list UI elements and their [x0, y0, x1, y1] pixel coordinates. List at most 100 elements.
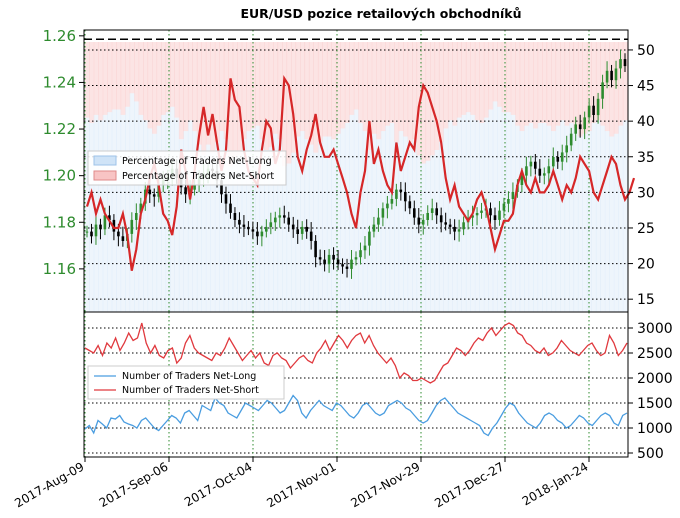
x-tick-label: 2018-Jan-24 — [520, 459, 591, 508]
net-long-fill-column — [187, 120, 193, 312]
net-long-fill-column — [582, 133, 588, 312]
candle-body — [265, 226, 268, 232]
net-short-fill-column — [618, 42, 624, 126]
candle-body — [543, 173, 546, 176]
candle-body — [502, 203, 506, 211]
net-long-fill-column — [326, 136, 332, 312]
candle-body — [242, 224, 246, 227]
net-short-fill-column — [295, 42, 301, 137]
net-short-fill-column — [349, 42, 355, 115]
lower-legend-box — [87, 365, 285, 400]
candle-body — [498, 210, 501, 220]
net-short-fill-column — [371, 42, 377, 134]
candle-body — [350, 259, 353, 269]
net-long-fill-column — [340, 128, 346, 312]
net-short-fill-column — [555, 42, 561, 126]
net-short-fill-column — [421, 42, 427, 164]
net-short-fill-column — [573, 42, 579, 129]
legend-net-short-pct-label: Percentage of Traders Net-Short — [122, 171, 274, 182]
candle-body — [372, 224, 376, 232]
right-axis-ticks-lower: 500 1000 1500 2000 2500 3000 — [628, 321, 673, 462]
net-long-fill-column — [618, 125, 624, 312]
candle-body — [99, 224, 102, 230]
net-long-fill-column — [533, 128, 539, 312]
net-long-fill-column — [183, 131, 189, 312]
candle-body — [395, 189, 398, 199]
lower-plot-frame — [83, 311, 629, 458]
net-long-fill-column — [600, 125, 606, 312]
candle-body — [596, 98, 600, 116]
net-short-fill-column — [416, 42, 422, 156]
candle-body — [193, 185, 196, 190]
net-long-fill-column — [192, 131, 198, 312]
net-short-fill-column — [403, 42, 409, 137]
x-axis-ticks: 2017-Aug-09 2017-Sep-06 2017-Oct-04 2017-No… — [12, 457, 591, 510]
candle-body — [327, 254, 331, 265]
candle-body — [117, 231, 120, 237]
net-long-fill-column — [528, 123, 534, 312]
net-long-fill-column — [116, 109, 122, 312]
net-long-fill-column — [586, 131, 592, 312]
net-short-fill-column — [394, 42, 400, 142]
candle-body — [507, 199, 510, 204]
net-long-fill-column — [560, 120, 566, 312]
net-long-fill-column — [196, 144, 202, 312]
candle-body — [363, 245, 367, 251]
candle-body — [130, 219, 134, 234]
net-long-fill-column — [169, 106, 175, 312]
net-short-fill-column — [577, 42, 583, 137]
net-short-fill-column — [331, 42, 337, 140]
right-tick-label: 2500 — [637, 346, 673, 362]
candle-body — [623, 59, 627, 67]
net-short-fill-column — [111, 42, 117, 110]
x-tick-label: 2017-Dec-27 — [432, 459, 506, 510]
net-long-fill-column — [604, 131, 610, 312]
net-long-fill-column — [201, 155, 207, 312]
net-long-fill-column — [403, 136, 409, 312]
net-long-fill-column — [335, 133, 341, 312]
net-short-fill-column — [116, 42, 122, 110]
net-short-fill-column — [161, 42, 167, 115]
net-long-fill-column — [228, 166, 234, 312]
net-short-fill-column — [519, 42, 525, 132]
candle-body — [426, 213, 429, 220]
candle-body — [448, 224, 452, 227]
candle-body — [103, 215, 107, 230]
candle-body — [520, 175, 524, 185]
right-tick-label: 1500 — [637, 396, 673, 412]
candle-body — [552, 157, 555, 167]
net-long-fill-column — [282, 166, 288, 312]
candle-body — [556, 157, 560, 162]
lower-panel: 500 1000 1500 2000 2500 3000 Number of Trader… — [83, 311, 673, 462]
net-short-fill-column — [125, 42, 131, 107]
candle-body — [399, 189, 403, 192]
net-short-fill-column — [461, 42, 467, 115]
net-long-fill-column — [331, 139, 337, 312]
net-short-fill-column — [129, 42, 135, 94]
net-long-fill-column — [551, 131, 557, 312]
net-short-fill-column — [546, 42, 552, 126]
upper-legend: Percentage of Traders Net-Long Percentag… — [87, 150, 287, 186]
net-short-fill-column — [273, 42, 279, 134]
net-short-fill-column — [367, 42, 373, 150]
net-short-fill-column — [84, 42, 90, 118]
net-short-fill-column — [169, 42, 175, 107]
chart-title: EUR/USD pozice retailových obchodníků — [240, 6, 521, 21]
net-long-fill-column — [515, 125, 521, 312]
candle-body — [318, 257, 322, 260]
legend-net-long-pct-swatch — [93, 155, 117, 166]
candle-body — [471, 215, 474, 218]
candle-body — [345, 266, 349, 269]
right-tick-label: 15 — [637, 292, 655, 308]
net-short-fill-column — [143, 42, 149, 121]
net-long-fill-column — [385, 125, 391, 312]
net-short-fill-column — [214, 42, 220, 142]
net-short-fill-column — [335, 42, 341, 134]
candle-body — [574, 124, 577, 134]
x-tick-label: 2017-Aug-09 — [12, 459, 86, 510]
net-long-fill-column — [591, 123, 597, 312]
candle-body — [413, 208, 416, 218]
net-short-fill-column — [438, 42, 444, 142]
net-short-fill-column — [282, 42, 288, 167]
candle-body — [323, 259, 326, 265]
